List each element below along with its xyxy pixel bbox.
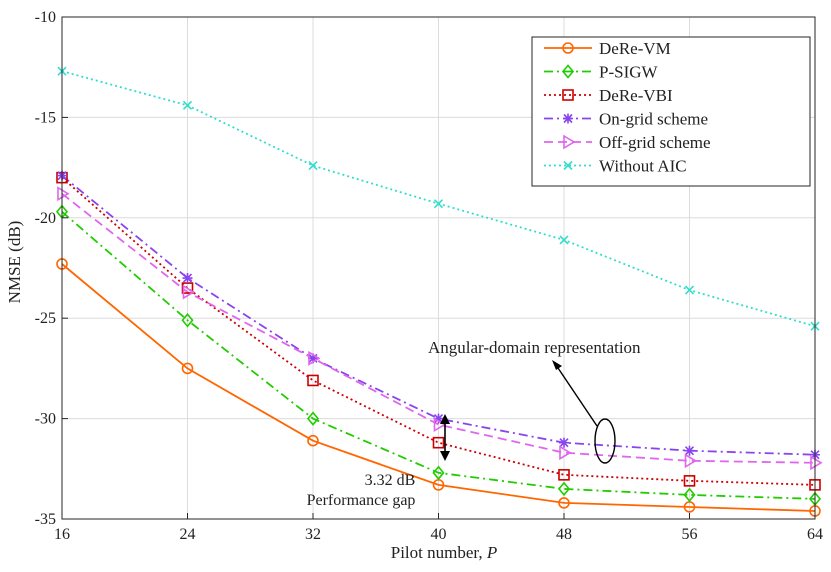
data-point-p-sigw: [306, 411, 320, 426]
marker-group: [55, 66, 823, 517]
x-tick-label: 32: [305, 526, 321, 543]
data-point-off-grid-scheme: [308, 350, 321, 366]
legend-label-dere-vm: DeRe-VM: [599, 39, 671, 58]
data-point-without-aic: [308, 161, 318, 171]
data-point-on-grid-scheme: [433, 413, 444, 424]
data-point-off-grid-scheme: [57, 186, 70, 202]
data-point-off-grid-scheme: [559, 445, 572, 461]
series-line-off-grid-scheme: [61, 192, 816, 464]
legend-marker-without-aic: [563, 160, 573, 171]
legend-label-on-grid-scheme: On-grid scheme: [599, 110, 708, 129]
legend-marker-off-grid-scheme: [563, 134, 576, 150]
y-tick-label: -10: [35, 9, 56, 26]
legend-label-without-aic: Without AIC: [599, 157, 687, 176]
series-line-dere-vm: [61, 263, 816, 512]
y-tick-label: -35: [35, 511, 56, 528]
x-tick-label: 64: [807, 526, 823, 543]
data-point-off-grid-scheme: [182, 284, 196, 300]
data-point-dere-vm: [307, 434, 319, 447]
data-point-dere-vm: [558, 497, 570, 509]
data-point-dere-vbi: [307, 374, 319, 387]
angular-annotation-arrow: [555, 364, 598, 427]
data-point-p-sigw: [683, 487, 696, 503]
series-line-p-sigw: [61, 211, 816, 500]
angular-domain-annotation: Angular-domain representation: [428, 338, 641, 357]
data-point-without-aic: [684, 285, 695, 295]
gap-label-annotation: Performance gap: [307, 492, 416, 509]
angular-annotation-ellipse: [594, 418, 616, 464]
x-tick-label: 16: [54, 526, 70, 543]
y-tick-label: -20: [35, 210, 56, 227]
data-point-off-grid-scheme: [684, 453, 698, 469]
x-axis-label: Pilot number, P: [391, 543, 498, 562]
data-point-on-grid-scheme: [308, 353, 318, 364]
data-point-p-sigw: [432, 465, 445, 481]
data-point-on-grid-scheme: [182, 273, 193, 284]
gap-arrow-head-up: [440, 414, 450, 424]
legend-marker-p-sigw: [561, 64, 575, 79]
data-point-dere-vbi: [558, 469, 570, 481]
legend-label-p-sigw: P-SIGW: [599, 63, 659, 82]
data-point-dere-vbi: [683, 475, 696, 487]
y-tick-label: -25: [35, 310, 56, 327]
data-point-off-grid-scheme: [433, 417, 447, 433]
x-tick-label: 24: [180, 526, 196, 543]
data-point-on-grid-scheme: [559, 437, 569, 448]
gap-arrow-head-down: [440, 451, 450, 461]
data-point-on-grid-scheme: [684, 445, 695, 456]
data-point-off-grid-scheme: [810, 455, 823, 471]
axis-ticks: 16 24 32 40 48 56 64 -10 -15 -20 -25 -30 -35: [35, 9, 823, 543]
data-point-p-sigw: [557, 481, 571, 497]
legend-label-off-grid-scheme: Off-grid scheme: [599, 133, 711, 152]
legend-marker-dere-vbi: [562, 89, 574, 101]
data-point-without-aic: [182, 100, 193, 110]
legend-marker-on-grid-scheme: [563, 113, 573, 124]
data-point-dere-vm: [181, 362, 194, 375]
x-tick-label: 40: [431, 526, 447, 543]
annotations: Angular-domain representation 3.32 dB Pe…: [307, 338, 641, 509]
y-axis-label: NMSE (dB): [5, 221, 24, 304]
legend-label-dere-vbi: DeRe-VBI: [599, 86, 673, 105]
x-tick-label: 56: [682, 526, 698, 543]
legend-marker-dere-vm: [562, 42, 574, 54]
y-tick-label: -15: [35, 109, 56, 126]
legend-box: [531, 36, 811, 187]
data-point-without-aic: [559, 235, 569, 245]
data-point-dere-vbi: [181, 282, 194, 294]
data-point-p-sigw: [181, 312, 194, 328]
data-point-dere-vbi: [432, 436, 445, 449]
data-point-without-aic: [433, 199, 444, 209]
gap-value-annotation: 3.32 dB: [365, 472, 416, 489]
x-tick-label: 48: [556, 526, 572, 543]
y-tick-label: -30: [35, 411, 56, 428]
legend: DeRe-VM P-SIGW DeRe-VBI On-grid scheme Off-g…: [531, 36, 811, 187]
angular-arrow-head: [552, 360, 562, 370]
